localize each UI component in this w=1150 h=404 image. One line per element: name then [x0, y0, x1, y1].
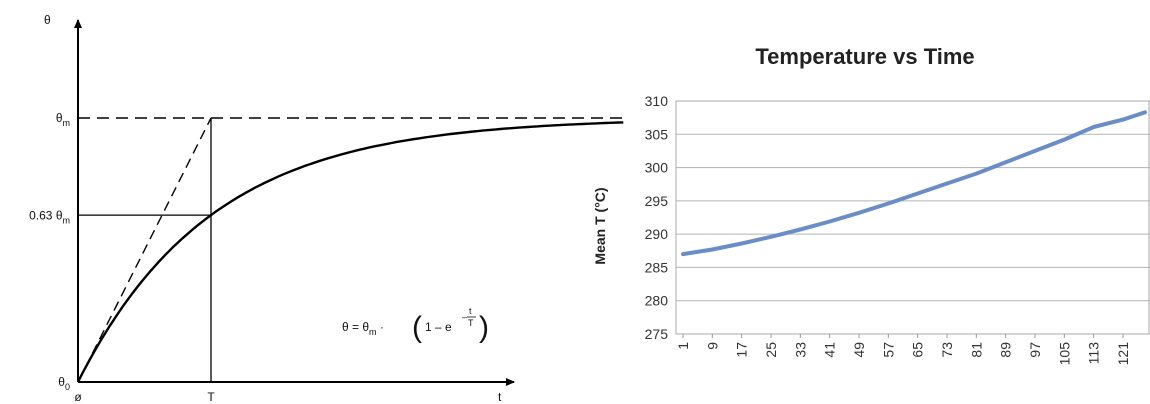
formula-exponent-numerator: t: [469, 306, 472, 316]
exponential-response-curve: [76, 121, 624, 383]
right-x-tick-label: 25: [763, 342, 779, 358]
left-y-axis-label: θ: [44, 13, 51, 27]
temperature-time-chart: Temperature vs Time 275 280 285 290 295 300 30…: [592, 44, 1150, 365]
right-y-tick-label: 285: [645, 259, 669, 275]
left-y-tick-label: θm: [56, 111, 70, 128]
right-y-axis-label: Mean T (°C): [592, 187, 608, 264]
left-x-tick-label: T: [207, 390, 215, 404]
formula-open-paren: (: [412, 311, 422, 344]
right-y-tick-label: 305: [645, 126, 669, 142]
plot-area-border: [675, 100, 1150, 335]
left-y-tick-label: θ0: [58, 375, 70, 392]
right-y-tick-label: 295: [645, 193, 669, 209]
right-x-tick-label: 105: [1056, 342, 1072, 366]
chart-title: Temperature vs Time: [755, 44, 974, 69]
formula-inner: 1 – e: [425, 320, 452, 334]
right-x-tick-label: 89: [998, 342, 1014, 358]
right-x-tick-label: 113: [1086, 342, 1102, 365]
right-x-tick-label: 1: [675, 342, 691, 350]
right-x-tick-label: 57: [880, 342, 896, 358]
left-y-tick-label: 0.63 θm: [29, 209, 70, 226]
left-x-tick-label: ø: [74, 390, 82, 404]
gridlines: [676, 100, 1150, 335]
formula-close-paren: ): [479, 311, 489, 344]
right-x-tick-label: 121: [1115, 342, 1131, 366]
initial-tangent-dashed-line: [77, 117, 212, 383]
formula-lhs: θ = θm ·: [342, 320, 384, 337]
right-x-tick-label: 97: [1027, 342, 1043, 358]
mean-temperature-line: [681, 110, 1147, 257]
formula-exponent-sign: –: [462, 312, 467, 322]
right-y-tick-label: 280: [645, 293, 669, 309]
right-y-tick-label: 310: [645, 93, 669, 109]
formula-exponent-denominator: T: [468, 318, 474, 328]
right-x-tick-label: 73: [939, 342, 955, 358]
right-y-tick-label: 300: [645, 160, 669, 176]
right-x-tick-label: 65: [910, 342, 926, 358]
left-x-axis-label: t: [498, 390, 502, 404]
right-y-tick-label: 290: [645, 226, 669, 242]
right-x-tick-label: 81: [968, 342, 984, 358]
right-y-tick-label: 275: [645, 326, 669, 342]
right-x-tick-label: 41: [822, 342, 838, 358]
right-x-tick-label: 49: [851, 342, 867, 358]
step-response-chart: θ0 0.63 θm θm ø T θ t θ = θm · ( 1 – e – t …: [29, 13, 624, 404]
right-x-tick-label: 9: [704, 342, 720, 350]
right-x-tick-label: 17: [734, 342, 750, 358]
right-x-tick-label: 33: [792, 342, 808, 358]
formula-annotation: θ = θm · ( 1 – e – t T ): [342, 306, 489, 344]
